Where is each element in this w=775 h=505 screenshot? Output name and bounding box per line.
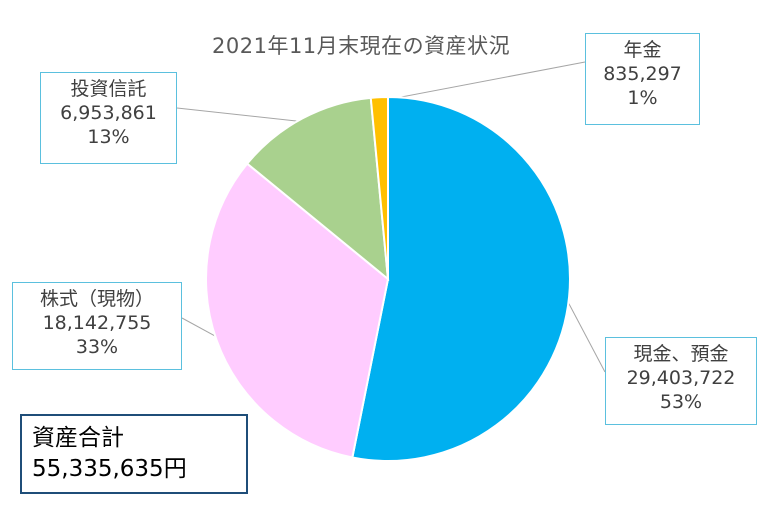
slice-label-name: 年金 (623, 39, 662, 61)
slice-label-cash-deposits: 現金、預金 29,403,722 53% (605, 337, 757, 425)
slice-label-value: 6,953,861 (60, 102, 157, 124)
pie-slice-stocks (205, 162, 390, 459)
slice-label-investment-trust: 投資信託 6,953,861 13% (40, 72, 177, 164)
total-assets-box: 資産合計 55,335,635円 (20, 414, 248, 494)
pie-slice-investment-trust (245, 96, 390, 282)
slice-label-value: 29,403,722 (626, 367, 736, 389)
slice-label-percent: 13% (87, 126, 130, 148)
chart-title: 2021年11月末現在の資産状況 (212, 34, 511, 58)
slice-label-name: 現金、預金 (633, 343, 729, 365)
pie-slice-cash-deposits (351, 95, 571, 462)
total-assets-value: 55,335,635円 (32, 456, 187, 482)
pie-slices (205, 95, 571, 462)
slice-label-pension: 年金 835,297 1% (585, 33, 700, 125)
slice-label-percent: 33% (75, 336, 119, 358)
leader-line-cash-deposits (564, 296, 606, 373)
pie-slice-pension (369, 95, 389, 280)
slice-label-name: 投資信託 (70, 78, 147, 100)
slice-label-value: 18,142,755 (42, 312, 152, 334)
slice-label-value: 835,297 (603, 63, 682, 85)
slice-label-stocks: 株式（現物） 18,142,755 33% (12, 282, 182, 370)
slice-label-percent: 1% (627, 87, 658, 109)
leader-line-investment-trust (176, 107, 305, 123)
slice-label-name: 株式（現物） (39, 288, 154, 310)
total-assets-label: 資産合計 (32, 425, 124, 451)
leader-line-pension (379, 61, 586, 102)
slice-label-percent: 53% (659, 391, 703, 413)
